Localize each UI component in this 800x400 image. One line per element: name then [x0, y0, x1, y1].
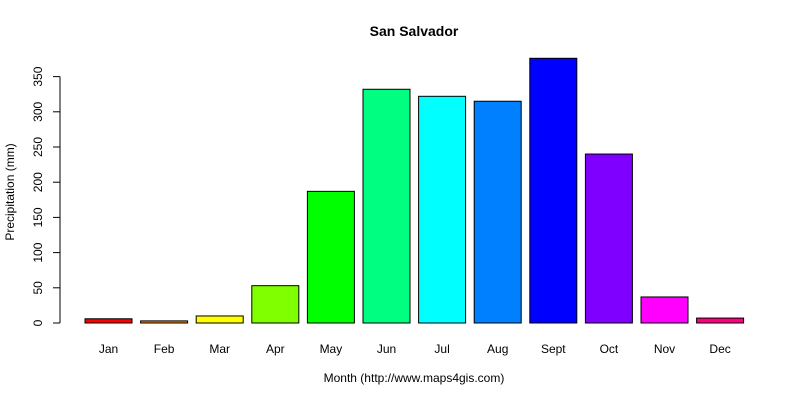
y-tick-label: 350 [31, 66, 45, 86]
x-tick-label: Dec [709, 342, 730, 356]
bar-series [84, 57, 745, 324]
y-tick-label: 50 [31, 281, 45, 295]
x-tick-label: Jun [377, 342, 396, 356]
x-tick-label: Jan [99, 342, 118, 356]
bar-apr [251, 285, 300, 324]
chart-title: San Salvador [370, 23, 459, 39]
bar-aug [473, 100, 522, 324]
bar-jan [84, 318, 133, 324]
x-tick-label: Nov [654, 342, 675, 356]
bar-may [306, 190, 355, 324]
x-tick-label: Aug [487, 342, 508, 356]
y-tick-label: 150 [31, 207, 45, 227]
y-tick-label: 250 [31, 137, 45, 157]
bar-feb [140, 320, 189, 324]
x-tick-label: Sept [541, 342, 566, 356]
x-tick-label: Oct [600, 342, 619, 356]
bar-sept [529, 57, 578, 324]
bar-oct [584, 153, 633, 324]
x-tick-label: May [320, 342, 343, 356]
x-axis-label: Month (http://www.maps4gis.com) [324, 371, 505, 385]
x-tick-label: Feb [154, 342, 175, 356]
bar-jun [362, 88, 411, 324]
x-tick-label: Jul [434, 342, 449, 356]
y-tick-label: 100 [31, 242, 45, 262]
bar-mar [195, 315, 244, 324]
x-tick-label: Mar [209, 342, 230, 356]
y-axis-label: Precipitation (mm) [3, 143, 17, 240]
y-tick-label: 0 [31, 319, 45, 326]
bar-nov [640, 296, 689, 324]
bar-jul [418, 95, 467, 324]
x-axis-tick-labels: Jan Feb Mar Apr May Jun Jul Aug Sept Oct Nov Dec [99, 342, 731, 356]
y-tick-label: 300 [31, 101, 45, 121]
bar-dec [696, 317, 745, 324]
y-axis: 0 50 100 150 200 250 300 350 [31, 66, 61, 326]
y-tick-label: 200 [31, 172, 45, 192]
x-tick-label: Apr [266, 342, 285, 356]
